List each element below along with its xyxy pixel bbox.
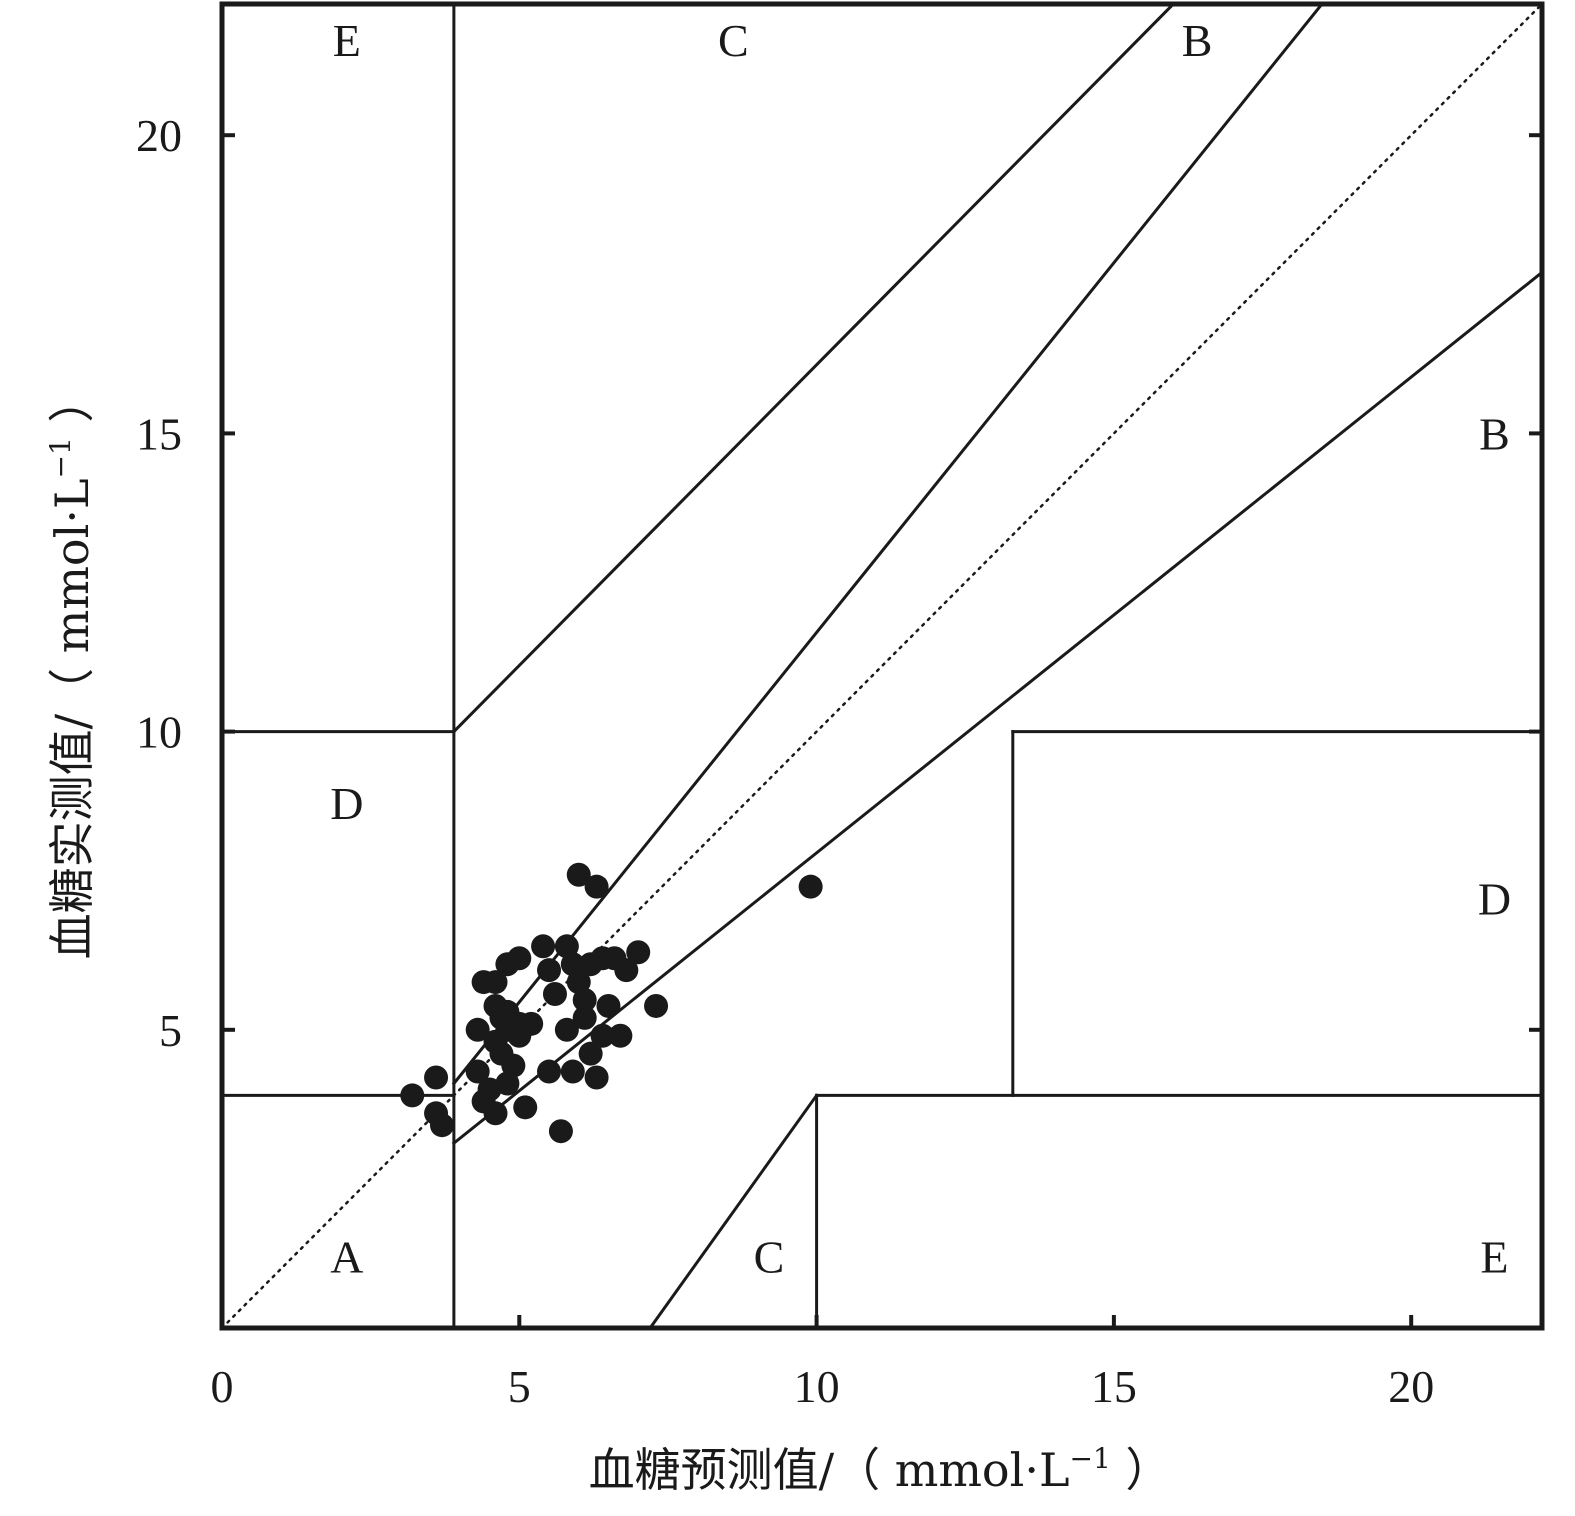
zone-boundary-line: [451, 1, 1325, 1086]
data-point: [400, 1083, 425, 1108]
data-point: [566, 862, 591, 887]
plot-frame: [219, 1, 1545, 1331]
axis-ticks: 0 5 10 15 20 5 10 15 20: [136, 110, 1542, 1412]
x-tick-label: 15: [1091, 1361, 1137, 1412]
data-point: [584, 1065, 609, 1090]
data-point: [548, 1119, 573, 1144]
data-point: [483, 1101, 508, 1126]
zone-label: C: [718, 15, 749, 66]
zone-label: E: [333, 15, 361, 66]
data-point: [424, 1065, 449, 1090]
zone-boundary-line: [648, 1093, 819, 1331]
data-point: [798, 874, 823, 899]
data-points: [400, 862, 823, 1144]
zone-label: C: [754, 1231, 785, 1282]
data-point: [537, 958, 562, 983]
data-point: [507, 946, 532, 971]
identity-reference-line: [220, 2, 1544, 1330]
zone-label: E: [1480, 1231, 1508, 1282]
y-tick-label: 5: [159, 1005, 182, 1056]
data-point: [584, 874, 609, 899]
data-point: [572, 1005, 597, 1030]
x-tick-label: 20: [1388, 1361, 1434, 1412]
data-point: [572, 987, 597, 1012]
data-point: [542, 982, 567, 1007]
y-tick-label: 15: [136, 408, 182, 459]
zone-label: B: [1182, 15, 1213, 66]
data-point: [537, 1059, 562, 1084]
reference-diagonal-line: [220, 2, 1544, 1330]
zone-boundary-line: [451, 1, 1176, 734]
zone-label: D: [330, 778, 363, 829]
data-point: [501, 1053, 526, 1078]
data-point: [626, 940, 651, 965]
data-point: [596, 993, 621, 1018]
data-point: [608, 1023, 633, 1048]
data-point: [465, 1017, 490, 1042]
plot-border: [219, 1, 1545, 1331]
data-point: [590, 1023, 615, 1048]
zone-label: B: [1479, 408, 1510, 459]
data-point: [554, 1017, 579, 1042]
zone-label: A: [330, 1231, 363, 1282]
x-tick-label: 10: [794, 1361, 840, 1412]
data-point: [483, 970, 508, 995]
y-tick-label: 10: [136, 707, 182, 758]
data-point: [578, 1041, 603, 1066]
x-tick-label: 0: [211, 1361, 234, 1412]
zone-lines: [220, 1, 1545, 1331]
x-axis-title: 血糖预测值/（ mmol·L−1 ）: [589, 1442, 1172, 1497]
data-point: [519, 1011, 544, 1036]
data-point: [614, 958, 639, 983]
data-point: [430, 1113, 454, 1138]
y-axis-title: 血糖实测值/（ mmol·L−1 ）: [44, 377, 99, 960]
data-point: [560, 1059, 585, 1084]
zone-labels: E C B B D D A C E: [330, 15, 1511, 1283]
data-point: [513, 1095, 538, 1120]
data-point: [465, 1059, 490, 1084]
zone-label: D: [1478, 874, 1511, 925]
zone-boundary-line: [451, 270, 1545, 1146]
y-tick-label: 20: [136, 110, 182, 161]
data-point: [531, 934, 556, 959]
x-tick-label: 5: [508, 1361, 531, 1412]
data-point: [644, 993, 669, 1018]
